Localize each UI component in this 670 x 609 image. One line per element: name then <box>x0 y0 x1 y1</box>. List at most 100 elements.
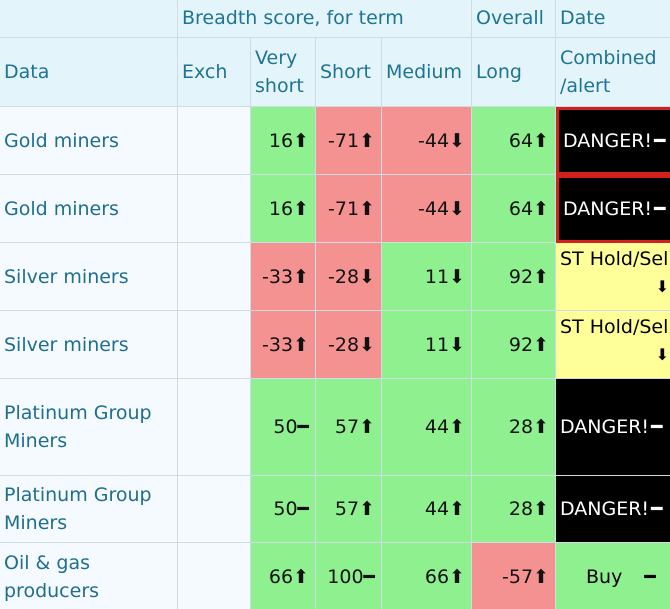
score-cell: 28 ⬆ <box>472 476 556 543</box>
alert-arrow: ━ <box>651 498 663 520</box>
trend-arrow: ⬆ <box>533 333 549 356</box>
score-cell: 66 ⬆ <box>382 543 472 609</box>
header-date: Date <box>556 0 670 38</box>
score-cell: -57 ⬆ <box>472 543 556 609</box>
column-header: Short <box>316 38 382 107</box>
trend-arrow: ⬇ <box>449 197 465 220</box>
score-cell: 16 ⬆ <box>251 107 316 175</box>
score-cell: 100 ━ <box>316 543 382 609</box>
score-value: 28 <box>508 416 534 438</box>
row-name: Platinum Group Miners <box>0 476 178 543</box>
trend-arrow: ⬇ <box>359 265 375 288</box>
alert-text: ST Hold/Sell <box>560 316 670 338</box>
trend-arrow: ⬆ <box>293 566 309 588</box>
score-value: 64 <box>508 197 534 220</box>
header-overall: Overall <box>472 0 556 38</box>
score-value: 50 <box>273 498 298 520</box>
column-header: Medium <box>382 38 472 107</box>
trend-arrow: ⬆ <box>533 498 549 520</box>
score-value: 66 <box>424 566 450 588</box>
score-value: 11 <box>424 265 450 288</box>
alert-text: Buy <box>586 566 623 588</box>
trend-arrow: ⬇ <box>449 333 465 356</box>
trend-arrow: ⬆ <box>533 197 549 220</box>
row-name: Gold miners <box>0 175 178 243</box>
score-cell: 66 ⬆ <box>251 543 316 609</box>
trend-arrow: ━ <box>297 498 309 520</box>
trend-arrow: ⬆ <box>293 333 309 356</box>
trend-arrow: ⬆ <box>533 566 549 588</box>
alert-cell: DANGER! ━ <box>556 476 670 543</box>
alert-arrow: ⬇ <box>655 345 669 364</box>
score-value: 100 <box>327 566 364 588</box>
score-cell: -44 ⬇ <box>382 107 472 175</box>
score-value: 92 <box>508 333 534 356</box>
score-value: 16 <box>268 197 294 220</box>
exch-cell <box>178 311 251 379</box>
score-cell: -28 ⬇ <box>316 243 382 311</box>
alert-cell: ST Hold/Sell ⬇ <box>556 311 670 379</box>
trend-arrow: ⬆ <box>533 129 549 152</box>
alert-cell: DANGER! ━ <box>556 379 670 476</box>
column-header: Very short <box>251 38 316 107</box>
row-name: Gold miners <box>0 107 178 175</box>
score-cell: 11 ⬇ <box>382 243 472 311</box>
score-value: 57 <box>334 416 360 438</box>
trend-arrow: ⬆ <box>359 197 375 220</box>
alert-arrow: ⬇ <box>655 277 669 296</box>
row-name: Platinum Group Miners <box>0 379 178 476</box>
alert-cell: Buy ━ <box>556 543 670 609</box>
trend-arrow: ⬆ <box>533 416 549 438</box>
alert-arrow: ━ <box>654 198 666 220</box>
score-cell: 28 ⬆ <box>472 379 556 476</box>
row-name: Silver miners <box>0 243 178 311</box>
header-group-title: Breadth score, for term <box>178 0 472 38</box>
score-cell: 44 ⬆ <box>382 379 472 476</box>
column-header: Combined /alert <box>556 38 670 107</box>
score-value: -71 <box>328 197 360 220</box>
alert-text: DANGER! <box>563 198 653 220</box>
score-cell: -71 ⬆ <box>316 175 382 243</box>
row-name: Silver miners <box>0 311 178 379</box>
score-value: -33 <box>262 333 294 356</box>
score-value: 44 <box>424 416 450 438</box>
score-cell: 57 ⬆ <box>316 476 382 543</box>
alert-text: DANGER! <box>560 416 650 438</box>
trend-arrow: ⬇ <box>449 265 465 288</box>
trend-arrow: ⬆ <box>449 416 465 438</box>
score-value: -28 <box>328 333 360 356</box>
exch-cell <box>178 107 251 175</box>
score-cell: 50 ━ <box>251 476 316 543</box>
trend-arrow: ⬆ <box>359 129 375 152</box>
score-cell: 57 ⬆ <box>316 379 382 476</box>
alert-arrow: ━ <box>644 566 656 588</box>
score-value: 57 <box>334 498 360 520</box>
trend-arrow: ⬆ <box>533 265 549 288</box>
trend-arrow: ⬆ <box>293 265 309 288</box>
score-cell: -33 ⬆ <box>251 311 316 379</box>
score-value: -44 <box>418 197 450 220</box>
trend-arrow: ⬆ <box>359 416 375 438</box>
trend-arrow: ━ <box>363 566 375 588</box>
column-header: Exch <box>178 38 251 107</box>
score-value: -33 <box>262 265 294 288</box>
exch-cell <box>178 243 251 311</box>
score-cell: -33 ⬆ <box>251 243 316 311</box>
score-cell: 50 ━ <box>251 379 316 476</box>
exch-cell <box>178 543 251 609</box>
trend-arrow: ⬇ <box>449 129 465 152</box>
alert-text: DANGER! <box>560 498 650 520</box>
score-value: 64 <box>508 129 534 152</box>
exch-cell <box>178 476 251 543</box>
score-value: 16 <box>268 129 294 152</box>
score-value: 44 <box>424 498 450 520</box>
score-value: 50 <box>273 416 298 438</box>
alert-arrow: ━ <box>654 130 666 152</box>
score-cell: 92 ⬆ <box>472 243 556 311</box>
alert-cell: DANGER! ━ <box>556 175 670 243</box>
alert-text: ST Hold/Sell <box>560 248 670 270</box>
score-value: 66 <box>268 566 294 588</box>
alert-cell: ST Hold/Sell ⬇ <box>556 243 670 311</box>
score-value: -44 <box>418 129 450 152</box>
